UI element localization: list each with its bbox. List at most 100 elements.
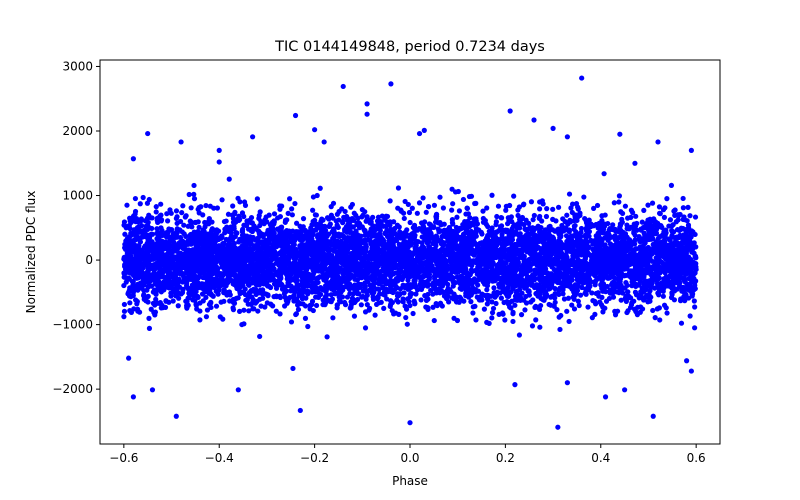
data-point [422,293,428,299]
data-point [655,290,661,296]
data-point [576,302,582,309]
data-point [661,214,668,220]
data-point [650,241,656,248]
data-point [389,308,395,314]
data-point [610,294,617,300]
data-point [330,315,336,321]
data-point [309,301,315,308]
data-point [130,278,136,285]
data-point [147,232,153,238]
data-point [364,292,370,298]
data-point [349,201,356,208]
data-point [246,308,252,314]
data-point [624,309,630,316]
data-point [454,214,460,220]
data-point [396,311,402,317]
data-point [282,284,288,290]
data-point [553,218,559,224]
data-point [584,222,590,228]
data-point [692,325,698,331]
data-point [402,198,408,205]
data-point [126,288,132,295]
data-point [257,209,263,215]
data-point [362,309,369,315]
data-point [489,299,495,305]
data-point [302,315,309,321]
data-point [609,272,615,279]
data-point [575,298,581,304]
data-point [437,219,443,226]
data-point [182,214,188,220]
data-point [266,212,272,218]
data-point [146,315,152,321]
data-point [406,209,413,216]
data-point [193,219,199,226]
data-point [428,287,434,294]
data-point [291,254,297,260]
data-point [292,200,298,207]
data-point [203,294,209,301]
data-point [294,220,300,226]
data-point [692,214,699,220]
data-point [498,215,504,221]
data-point [634,227,640,233]
data-point [555,204,562,210]
data-point [241,307,247,313]
data-point [165,218,171,224]
data-point [551,303,557,309]
data-point [362,228,368,234]
data-point [309,222,315,228]
data-point [425,204,432,210]
data-point [591,205,597,212]
data-point [153,296,159,302]
data-point [297,301,303,307]
data-point [632,237,638,243]
data-point [504,299,510,305]
data-point [687,213,693,219]
data-point [378,299,384,305]
data-point [619,219,625,225]
data-point [188,205,194,211]
data-point [489,315,495,321]
data-point [445,236,451,242]
data-point [645,202,651,208]
data-point [668,294,675,301]
data-point [533,317,539,323]
data-point [565,221,571,227]
data-point [158,201,164,207]
data-point [126,276,133,282]
data-point [493,219,499,225]
data-point [409,205,415,211]
data-point [578,233,584,239]
data-point [186,191,192,198]
data-point [489,192,495,198]
data-point [364,214,370,220]
data-point [207,203,213,209]
data-point [312,217,318,223]
data-point [601,171,607,177]
data-point [433,301,439,307]
data-point [564,308,570,314]
data-point [684,281,690,287]
data-point [239,321,245,328]
data-point [326,216,332,222]
data-point [547,280,554,286]
data-point [353,212,359,218]
data-point [173,208,180,214]
data-point [515,282,522,288]
data-point [158,217,165,223]
data-point [560,291,566,297]
data-point [313,302,320,309]
data-point [484,287,490,293]
data-point [558,312,564,319]
data-point [364,302,370,308]
data-point [289,206,295,212]
data-point [578,225,585,232]
data-point [179,210,185,216]
data-point [328,292,334,298]
data-point [170,230,176,237]
data-point [614,308,621,314]
data-point [460,196,467,203]
data-point [268,301,274,307]
